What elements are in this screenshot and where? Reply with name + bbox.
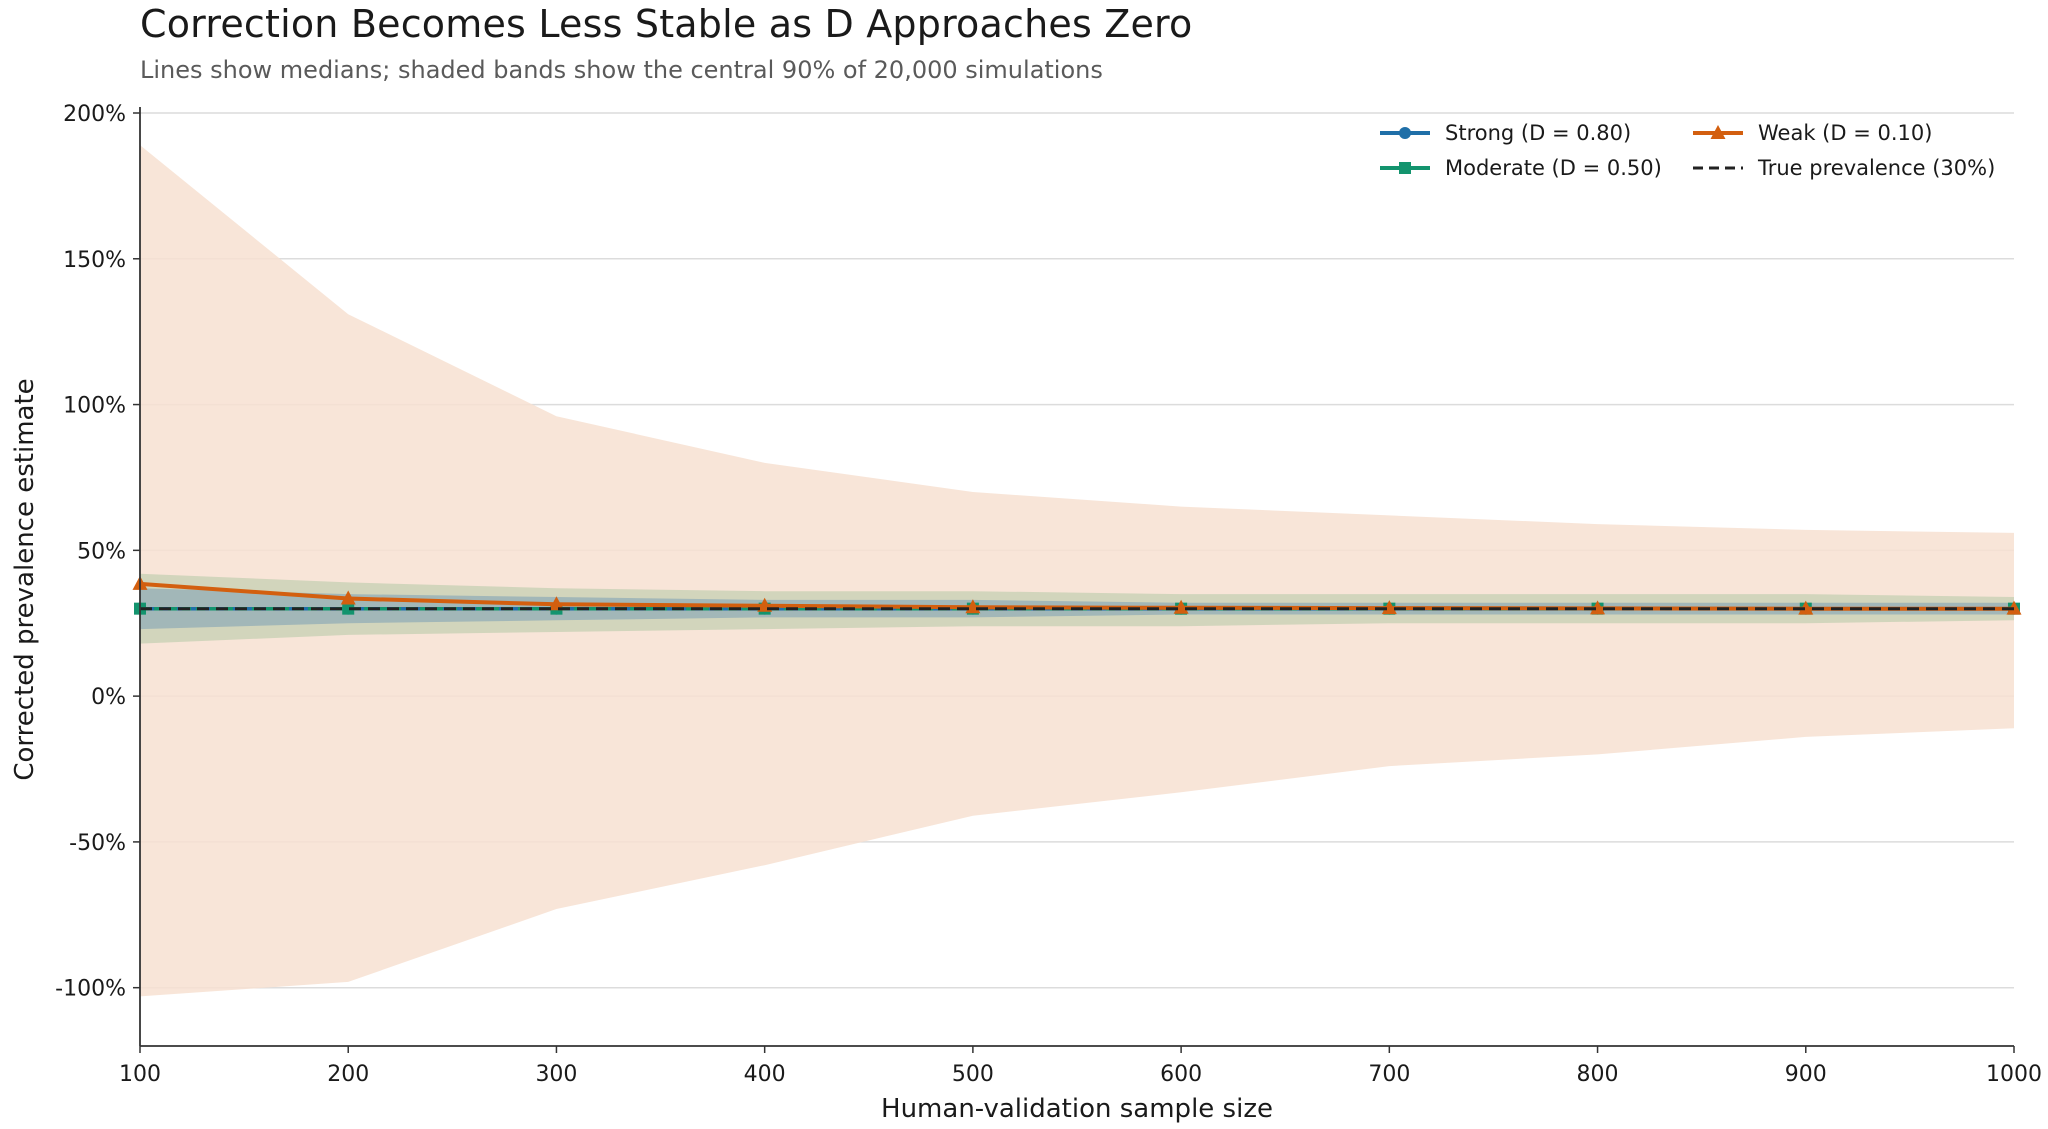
band-weak [140, 145, 2014, 997]
x-tick-label: 600 [1160, 1062, 1202, 1087]
chart-title: Correction Becomes Less Stable as D Appr… [140, 2, 1193, 46]
x-tick-label: 300 [535, 1062, 577, 1087]
legend-marker-weak [1710, 125, 1726, 139]
data-point-moderate [342, 602, 355, 615]
data-point-weak [340, 590, 356, 605]
legend-marker-moderate [1399, 162, 1411, 174]
chart-subtitle: Lines show medians; shaded bands show th… [140, 56, 1103, 84]
legend-marker-strong [1399, 127, 1411, 139]
legend-label-moderate: Moderate (D = 0.50) [1445, 156, 1662, 180]
data-point-weak [1590, 600, 1606, 615]
confidence-bands [140, 145, 2014, 997]
y-tick-label: 200% [63, 102, 126, 127]
data-point-weak [1798, 600, 1814, 615]
y-tick-label: 50% [77, 539, 126, 564]
x-axis-title: Human-validation sample size [881, 1094, 1273, 1124]
data-point-weak [1173, 599, 1189, 614]
legend-label-weak: Weak (D = 0.10) [1758, 121, 1932, 145]
data-point-weak [1381, 600, 1397, 615]
x-tick-label: 800 [1577, 1062, 1619, 1087]
y-tick-label: 100% [63, 394, 126, 419]
y-tick-label: -100% [55, 977, 126, 1002]
data-point-weak [548, 596, 564, 611]
x-tick-label: 500 [952, 1062, 994, 1087]
axes: 200% 150% 100% 50% 0% -50% -100% 100 200 300 400 50… [10, 102, 2042, 1124]
x-tick-label: 100 [119, 1062, 161, 1087]
x-tick-label: 400 [744, 1062, 786, 1087]
y-axis-title: Corrected prevalence estimate [10, 378, 40, 780]
y-tick-label: 0% [91, 685, 126, 710]
legend-label-true: True prevalence (30%) [1757, 156, 1995, 180]
legend: Strong (D = 0.80) Moderate (D = 0.50) Weak… [1380, 121, 1995, 180]
x-tick-label: 1000 [1986, 1062, 2042, 1087]
series-lines [132, 575, 2022, 615]
x-tick-label: 200 [327, 1062, 369, 1087]
y-tick-label: 150% [63, 248, 126, 273]
x-tick-label: 700 [1368, 1062, 1410, 1087]
y-tick-label: -50% [69, 831, 126, 856]
x-tick-label: 900 [1785, 1062, 1827, 1087]
legend-label-strong: Strong (D = 0.80) [1445, 121, 1631, 145]
